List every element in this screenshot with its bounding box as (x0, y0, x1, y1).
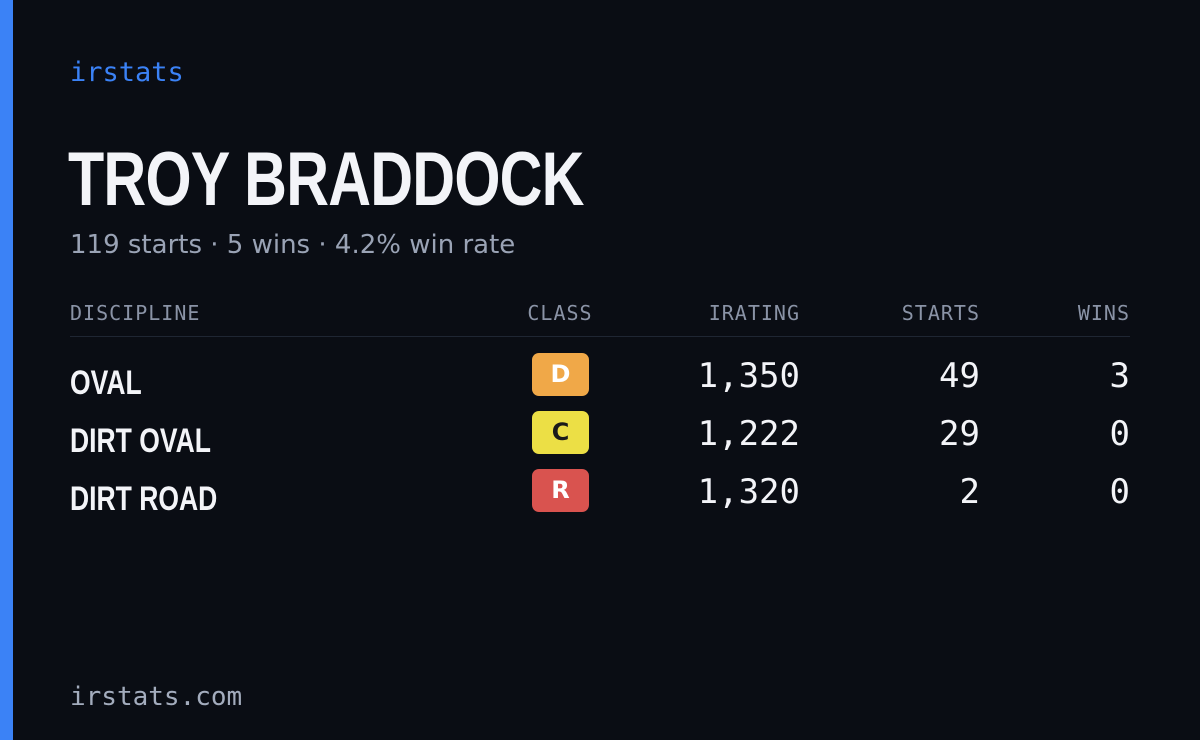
discipline-name: DIRT ROAD (70, 480, 218, 518)
starts-value: 49 (939, 356, 980, 396)
brand-logo: irstats (70, 57, 184, 88)
table-row: DIRT ROAD R 1,320 2 0 (70, 469, 1130, 527)
table-row: DIRT OVAL C 1,222 29 0 (70, 411, 1130, 469)
class-badge: D (532, 353, 589, 396)
discipline-name: DIRT OVAL (70, 422, 211, 460)
wins-value: 3 (1109, 356, 1130, 396)
irating-value: 1,350 (697, 356, 800, 396)
table-row: OVAL D 1,350 49 3 (70, 353, 1130, 411)
table-body: OVAL D 1,350 49 3 DIRT OVAL C 1,222 29 0… (70, 353, 1130, 527)
class-badge: R (532, 469, 589, 512)
header-discipline: DISCIPLINE (70, 301, 201, 325)
header-starts: STARTS (901, 301, 980, 325)
header-wins: WINS (1077, 301, 1130, 325)
discipline-name: OVAL (70, 364, 142, 402)
irating-value: 1,320 (697, 472, 800, 512)
player-summary: 119 starts · 5 wins · 4.2% win rate (70, 230, 516, 260)
wins-value: 0 (1109, 414, 1130, 454)
stats-table: DISCIPLINE CLASS IRATING STARTS WINS OVA… (70, 298, 1130, 518)
header-class: CLASS (527, 301, 593, 325)
header-irating: IRATING (708, 301, 800, 325)
irating-value: 1,222 (697, 414, 800, 454)
player-name: TROY BRADDOCK (68, 137, 584, 222)
table-header: DISCIPLINE CLASS IRATING STARTS WINS (70, 298, 1130, 337)
class-badge: C (532, 411, 589, 454)
accent-bar (0, 0, 13, 740)
starts-value: 2 (959, 472, 980, 512)
footer-url: irstats.com (70, 682, 243, 712)
starts-value: 29 (939, 414, 980, 454)
wins-value: 0 (1109, 472, 1130, 512)
